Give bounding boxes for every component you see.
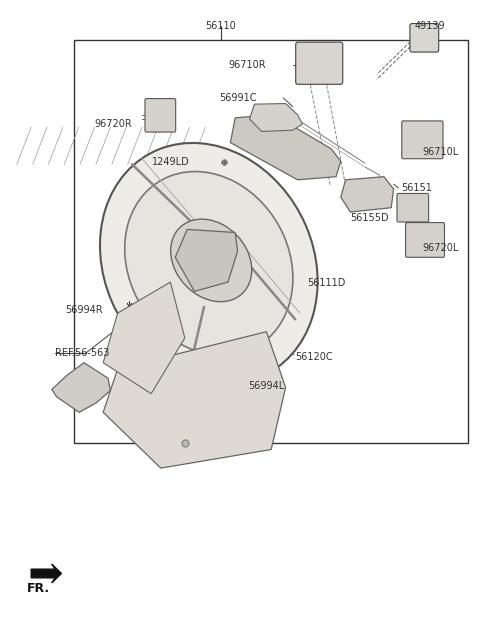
- FancyBboxPatch shape: [296, 42, 343, 84]
- Ellipse shape: [171, 219, 252, 302]
- FancyBboxPatch shape: [145, 99, 176, 132]
- Text: 96720L: 96720L: [422, 243, 459, 253]
- FancyBboxPatch shape: [406, 223, 444, 257]
- Text: 96720R: 96720R: [94, 119, 132, 129]
- Text: 56151: 56151: [401, 183, 432, 193]
- Text: 56994L: 56994L: [249, 381, 285, 391]
- Text: 56155D: 56155D: [350, 213, 389, 223]
- Ellipse shape: [100, 143, 318, 384]
- Text: 96710L: 96710L: [422, 147, 459, 157]
- FancyBboxPatch shape: [397, 193, 429, 222]
- Polygon shape: [250, 104, 302, 131]
- Polygon shape: [31, 564, 61, 583]
- Polygon shape: [175, 229, 238, 291]
- Text: 1249LD: 1249LD: [152, 157, 190, 167]
- Polygon shape: [341, 177, 394, 212]
- Text: 49139: 49139: [414, 21, 445, 31]
- Text: 96710R: 96710R: [229, 60, 266, 70]
- Text: 56991C: 56991C: [219, 93, 257, 103]
- Text: 56111D: 56111D: [307, 278, 346, 288]
- Polygon shape: [230, 115, 341, 180]
- Polygon shape: [103, 282, 185, 394]
- Text: 56120C: 56120C: [295, 352, 333, 361]
- Text: 56994R: 56994R: [66, 305, 103, 315]
- FancyBboxPatch shape: [402, 121, 443, 159]
- Ellipse shape: [125, 172, 293, 355]
- Text: REF.56-563: REF.56-563: [55, 348, 109, 358]
- Bar: [74, 40, 468, 443]
- FancyBboxPatch shape: [410, 24, 439, 52]
- Text: 56110: 56110: [205, 21, 236, 31]
- Text: FR.: FR.: [26, 583, 49, 595]
- Polygon shape: [103, 332, 286, 468]
- Polygon shape: [52, 363, 110, 412]
